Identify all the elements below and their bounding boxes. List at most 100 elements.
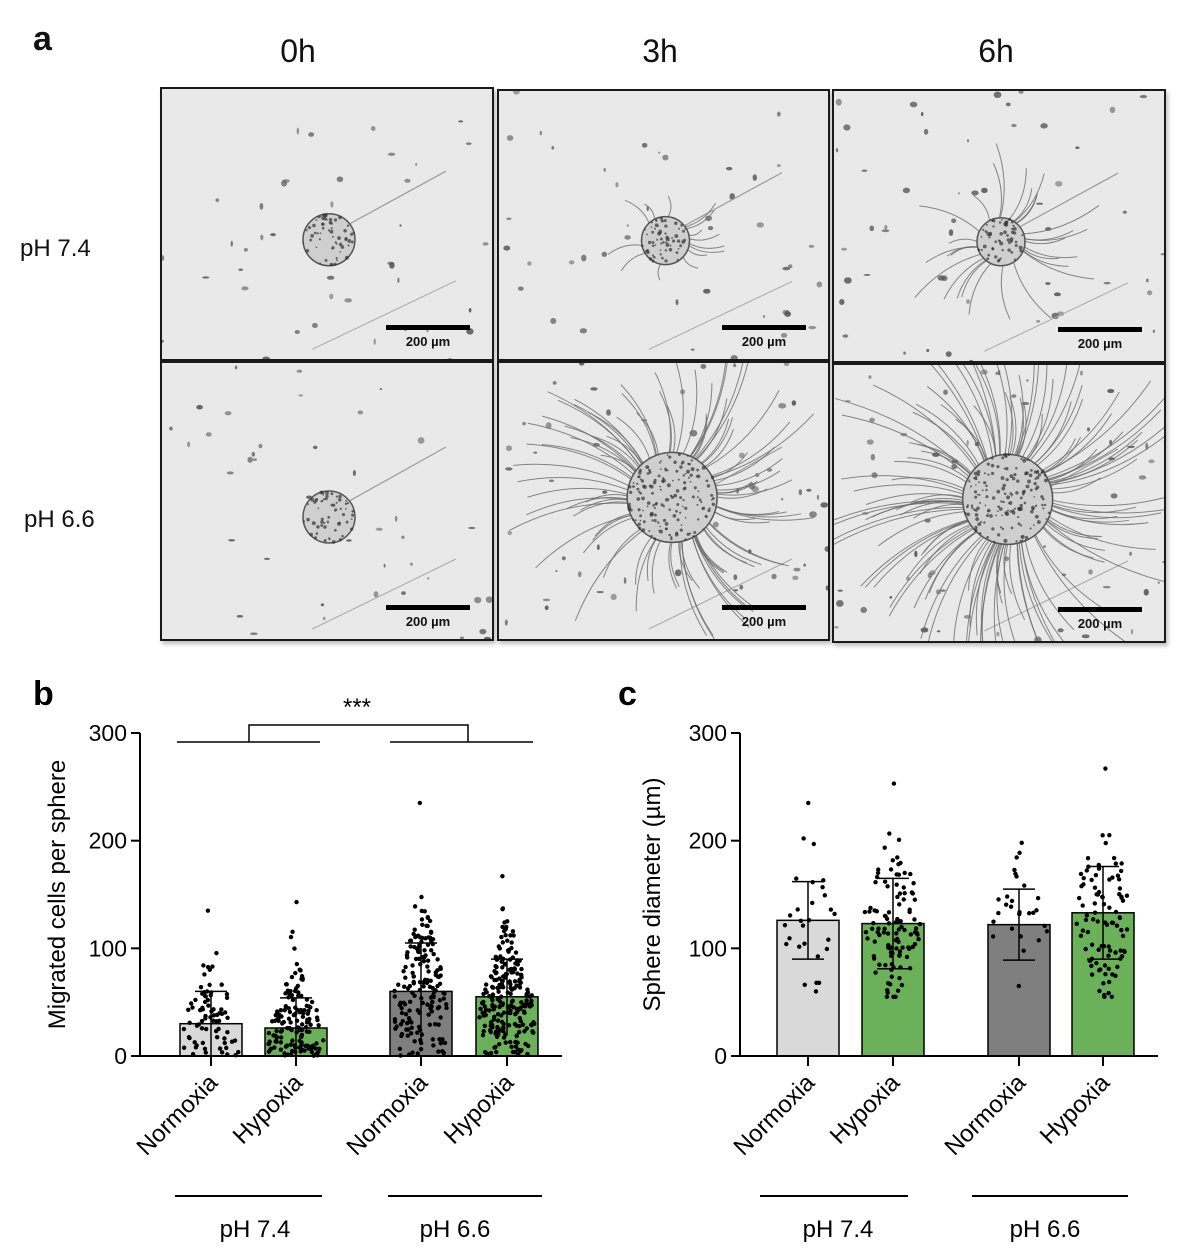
data-point bbox=[309, 999, 315, 1005]
data-point bbox=[891, 781, 897, 786]
data-point bbox=[392, 994, 397, 999]
data-point bbox=[1083, 917, 1089, 923]
data-point bbox=[425, 964, 430, 969]
scale-bar-label: 200 µm bbox=[405, 334, 451, 349]
data-point bbox=[483, 987, 488, 992]
data-point bbox=[436, 1022, 441, 1027]
scale-bar-line bbox=[386, 605, 470, 610]
data-point bbox=[787, 936, 792, 941]
data-point bbox=[508, 985, 513, 991]
data-point bbox=[408, 1031, 414, 1036]
data-point bbox=[1031, 910, 1036, 916]
data-point bbox=[272, 1018, 278, 1023]
data-point bbox=[416, 949, 422, 955]
data-point bbox=[1079, 884, 1084, 889]
data-point bbox=[510, 1049, 516, 1055]
x-tick-label: Normoxia bbox=[342, 1069, 434, 1161]
data-point bbox=[1019, 840, 1024, 846]
data-point bbox=[524, 998, 529, 1003]
data-point bbox=[913, 926, 919, 931]
data-point bbox=[1021, 948, 1026, 953]
data-point bbox=[186, 1007, 191, 1013]
data-point bbox=[392, 988, 397, 994]
data-point bbox=[315, 1017, 320, 1023]
data-point bbox=[896, 837, 902, 843]
data-point bbox=[1119, 927, 1124, 933]
data-point bbox=[1100, 833, 1105, 838]
data-point bbox=[871, 956, 877, 961]
data-point bbox=[908, 932, 914, 937]
data-point bbox=[497, 1028, 502, 1034]
data-point bbox=[501, 1025, 506, 1030]
data-point bbox=[510, 929, 516, 934]
data-point bbox=[513, 950, 519, 955]
data-point bbox=[1106, 979, 1112, 985]
data-point bbox=[400, 1018, 405, 1024]
data-point bbox=[430, 1037, 436, 1042]
data-point bbox=[1106, 944, 1111, 949]
panel-b-letter: b bbox=[33, 675, 54, 713]
data-point bbox=[316, 1023, 321, 1028]
data-point bbox=[295, 983, 301, 989]
data-point bbox=[202, 972, 207, 977]
data-point bbox=[281, 1019, 287, 1025]
micrograph-ph74-3h: 200 µm bbox=[497, 89, 830, 361]
data-point bbox=[885, 987, 890, 993]
data-point bbox=[413, 956, 419, 962]
data-point bbox=[511, 1005, 516, 1010]
data-point bbox=[429, 948, 434, 953]
data-point bbox=[893, 994, 898, 999]
data-point bbox=[1113, 909, 1119, 915]
data-point bbox=[490, 992, 496, 997]
data-point bbox=[886, 910, 892, 915]
y-tick-label: 300 bbox=[89, 720, 127, 746]
chart-b: b 0 100 200 300 Migrated cells per sphere Norm… bbox=[33, 675, 562, 1243]
data-point bbox=[1080, 928, 1086, 933]
data-point bbox=[897, 975, 902, 981]
data-point bbox=[420, 922, 425, 928]
data-point bbox=[444, 1002, 449, 1007]
scale-bar: 200 µm bbox=[386, 325, 470, 349]
data-point bbox=[897, 891, 903, 896]
data-point bbox=[407, 999, 413, 1005]
data-point bbox=[303, 1025, 309, 1030]
data-point bbox=[273, 1012, 278, 1018]
data-point bbox=[203, 1050, 208, 1055]
data-point bbox=[1107, 948, 1113, 953]
data-point bbox=[908, 871, 913, 877]
data-point bbox=[885, 884, 890, 889]
data-point bbox=[203, 1016, 208, 1021]
data-point bbox=[1102, 963, 1108, 968]
data-point bbox=[806, 800, 811, 806]
data-point bbox=[224, 995, 230, 1000]
scale-bar-label: 200 µm bbox=[741, 334, 787, 349]
scale-bar-label: 200 µm bbox=[405, 614, 451, 629]
data-point bbox=[868, 905, 873, 911]
data-point bbox=[867, 909, 872, 914]
data-point bbox=[1080, 903, 1085, 908]
data-point bbox=[869, 926, 875, 931]
data-point bbox=[274, 1009, 280, 1014]
data-point bbox=[499, 934, 504, 940]
data-point bbox=[1124, 893, 1130, 898]
data-point bbox=[412, 904, 418, 909]
data-point bbox=[893, 937, 899, 943]
data-point bbox=[428, 930, 434, 935]
data-point bbox=[494, 970, 499, 975]
data-point bbox=[1113, 950, 1118, 955]
data-point bbox=[1095, 919, 1100, 924]
data-point bbox=[488, 1050, 494, 1056]
data-point bbox=[206, 1003, 211, 1008]
data-point bbox=[1124, 927, 1130, 932]
data-point bbox=[797, 944, 802, 949]
data-point bbox=[1119, 861, 1124, 866]
data-point bbox=[435, 957, 440, 962]
data-point bbox=[200, 1040, 206, 1046]
data-point bbox=[1092, 910, 1098, 915]
data-point bbox=[410, 1050, 415, 1055]
data-point bbox=[787, 913, 793, 918]
data-point bbox=[531, 1020, 536, 1025]
data-point bbox=[1092, 885, 1098, 890]
data-point bbox=[299, 1022, 305, 1027]
data-point bbox=[513, 1039, 518, 1045]
